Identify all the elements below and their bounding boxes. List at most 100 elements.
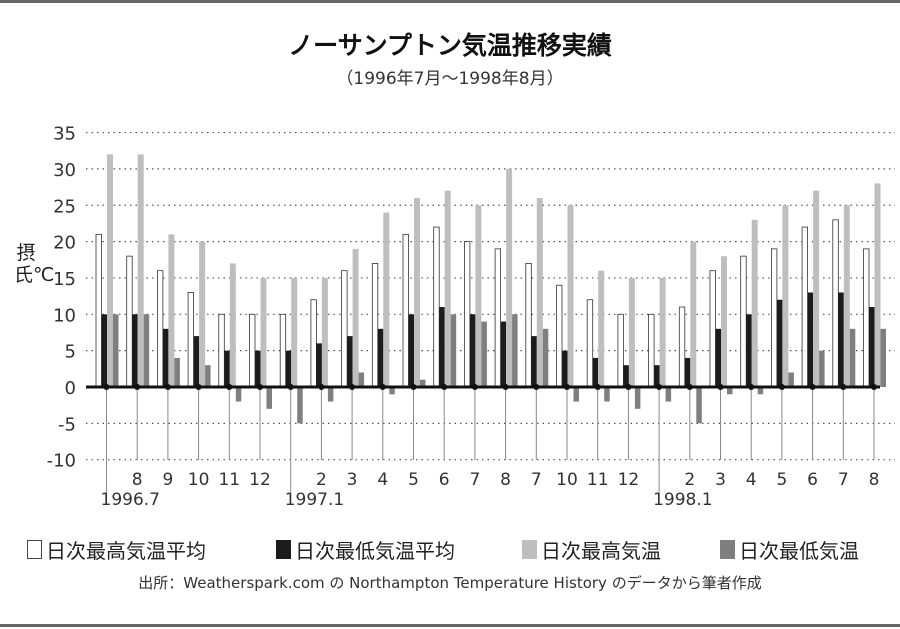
- axis-dot: [594, 384, 601, 390]
- y-tick-label: 25: [53, 196, 76, 217]
- bar-max: [137, 154, 144, 387]
- bar-min: [389, 387, 395, 395]
- bar-max: [536, 197, 543, 387]
- bar-max: [659, 277, 666, 387]
- bar-min: [113, 314, 119, 387]
- x-tick-label: 6: [439, 470, 450, 490]
- bar-avg-min: [132, 314, 138, 387]
- x-tick-label: 10: [556, 470, 578, 490]
- bar-avg-max: [740, 255, 747, 388]
- legend-label-max: 日次最高気温: [541, 538, 661, 563]
- bar-avg-max: [586, 299, 594, 388]
- x-tick-label: 6: [807, 470, 818, 490]
- axis-dot: [625, 384, 632, 390]
- x-tick-label: 7: [838, 470, 849, 490]
- bar-avg-min: [807, 292, 814, 387]
- bar-avg-min: [592, 357, 599, 387]
- axis-dot: [349, 384, 356, 390]
- bar-max: [567, 205, 574, 387]
- x-tick-label: 4: [377, 470, 388, 490]
- x-year-label: 1996.7: [101, 490, 160, 510]
- bar-avg-min: [684, 357, 691, 387]
- bar-avg-max: [648, 313, 655, 388]
- bar-avg-max: [310, 299, 317, 388]
- axis-dot: [686, 384, 693, 390]
- bar-avg-max: [678, 306, 686, 388]
- legend-label-avg-max: 日次最高気温平均: [46, 538, 206, 563]
- bar-max: [229, 263, 236, 387]
- y-tick-label: 0: [65, 378, 76, 399]
- axis-dot: [871, 384, 877, 390]
- bar-max: [813, 190, 820, 387]
- bar-min: [542, 328, 549, 387]
- bar-max: [383, 212, 390, 387]
- bar-avg-max: [709, 270, 716, 388]
- legend-swatch-max: [522, 539, 537, 559]
- bar-avg-min: [377, 328, 384, 387]
- top-rule: [0, 0, 900, 3]
- bar-avg-min: [193, 336, 200, 387]
- bar-avg-max: [863, 248, 870, 388]
- y-tick-label: 5: [65, 342, 76, 363]
- x-year-label: 1998.1: [653, 490, 712, 510]
- bar-avg-min: [623, 365, 629, 387]
- axis-dot: [656, 384, 663, 390]
- bar-avg-min: [101, 314, 107, 387]
- bar-min: [573, 387, 579, 402]
- legend-item-min: 日次最低気温: [720, 536, 859, 563]
- bar-avg-max: [95, 233, 102, 388]
- axis-dot: [257, 384, 263, 390]
- bar-avg-max: [556, 284, 563, 388]
- bar-avg-min: [562, 350, 568, 387]
- x-tick-label: 5: [776, 470, 787, 490]
- y-tick-label: 20: [53, 233, 76, 254]
- bottom-rule: [0, 624, 900, 627]
- axis-dot: [195, 384, 202, 390]
- x-tick-label: 8: [869, 470, 880, 490]
- bar-avg-max: [771, 248, 778, 388]
- bar-max: [321, 277, 328, 387]
- chart-title: ノーサンプトン気温推移実績: [288, 31, 612, 60]
- bar-avg-min: [469, 314, 476, 387]
- x-tick-label: 8: [132, 470, 143, 490]
- bar-min: [849, 328, 856, 387]
- bar-min: [235, 387, 242, 402]
- x-tick-label: 10: [188, 470, 210, 490]
- bar-min: [604, 387, 610, 402]
- bar-min: [174, 357, 180, 387]
- bar-min: [205, 365, 211, 387]
- axis-dot: [717, 384, 724, 390]
- bar-max: [506, 168, 513, 387]
- bar-avg-min: [162, 328, 169, 387]
- bar-avg-max: [218, 313, 225, 388]
- bar-avg-min: [531, 336, 537, 387]
- x-tick-label: 7: [531, 470, 542, 490]
- bar-avg-min: [838, 292, 844, 387]
- x-tick-label: 12: [249, 470, 271, 490]
- bar-max: [352, 248, 359, 387]
- axis-dot: [809, 384, 816, 390]
- bar-max: [475, 205, 482, 387]
- bar-avg-min: [439, 307, 445, 387]
- y-tick-label: -5: [58, 414, 76, 435]
- y-tick-label: 10: [53, 305, 76, 326]
- legend-swatch-avg-min: [276, 539, 291, 559]
- bar-avg-max: [494, 248, 502, 388]
- bar-min: [481, 321, 487, 387]
- bar-min: [696, 387, 702, 424]
- bar-avg-min: [715, 328, 721, 387]
- bar-avg-max: [801, 226, 808, 388]
- axis-dot: [287, 384, 294, 390]
- bar-max: [444, 190, 451, 387]
- bar-max: [168, 234, 175, 387]
- bar-avg-max: [249, 313, 256, 388]
- bar-max: [107, 154, 113, 387]
- x-tick-label: 3: [715, 470, 726, 490]
- bar-min: [880, 328, 886, 387]
- x-tick-label: 12: [618, 470, 640, 490]
- axis-dot: [318, 384, 325, 390]
- bar-avg-max: [463, 241, 471, 388]
- axis-dot: [441, 384, 448, 390]
- bar-avg-max: [433, 226, 440, 388]
- bar-avg-max: [525, 263, 532, 388]
